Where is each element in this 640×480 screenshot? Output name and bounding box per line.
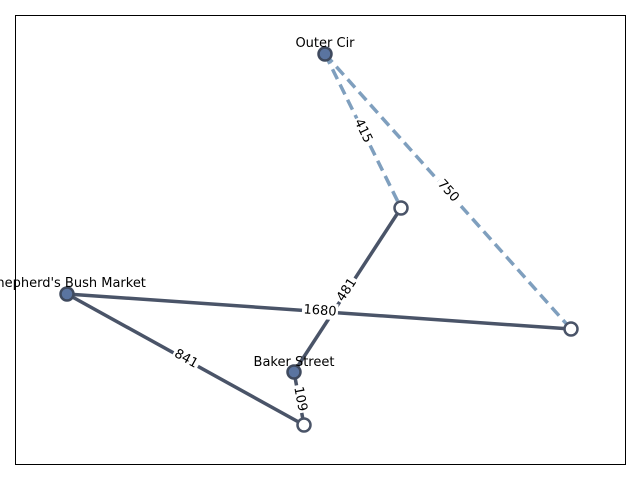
edge-label-a-to-baker: 481 [332,273,362,307]
node-label-baker-street: Baker Street [254,355,335,370]
svg-text:1680: 1680 [303,302,337,319]
edge-label-shepherds-to-b: 1680 [301,301,339,321]
edge-outer-to-b [323,52,573,331]
edge-label-outer-to-b: 750 [432,175,464,207]
node-junction-c [296,417,312,433]
svg-text:109: 109 [290,385,309,412]
node-label-outer-cir: Outer Cir [295,36,355,51]
edge-label-outer-to-a: 415 [349,114,377,148]
node-label-shepherds-bush-market: Shepherd's Bush Market [0,276,146,291]
node-junction-a [393,200,409,216]
node-baker-street [286,364,302,380]
plot-frame [15,15,626,465]
edge-label-shepherds-to-c: 841 [169,345,203,373]
node-shepherds-bush-market [59,286,75,302]
edge-label-baker-to-c: 109 [289,383,311,415]
node-outer-cir [317,46,333,62]
node-junction-b [563,321,579,337]
